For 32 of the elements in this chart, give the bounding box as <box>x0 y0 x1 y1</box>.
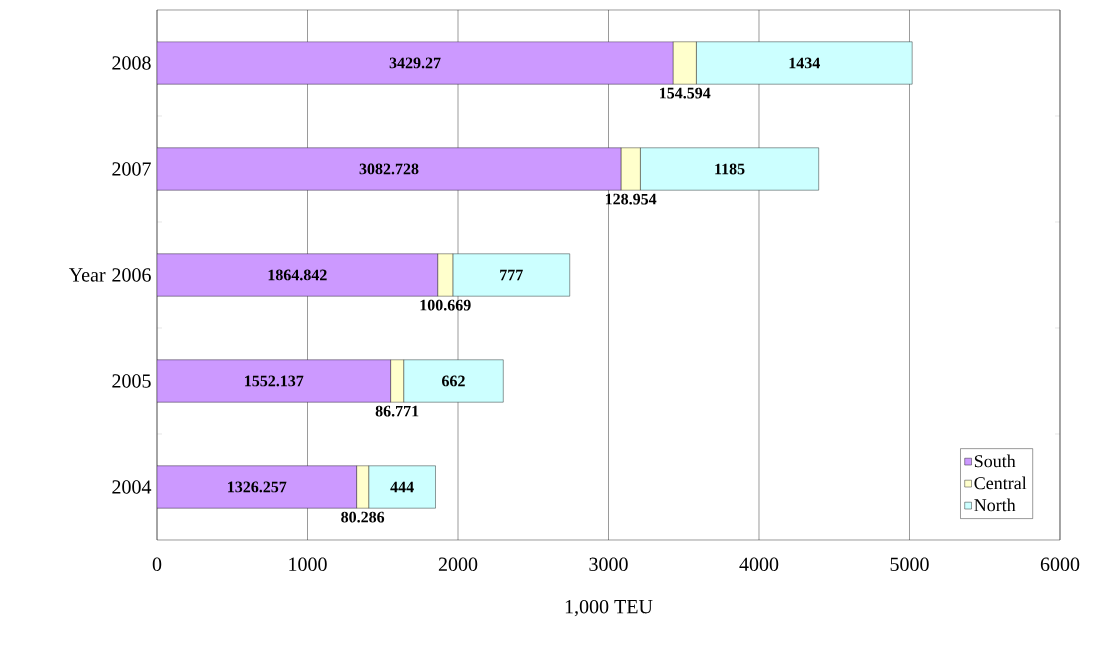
x-tick-label: 2000 <box>438 557 478 572</box>
x-axis-title: 1,000 TEU <box>565 599 653 617</box>
x-tick-label: 4000 <box>739 557 779 572</box>
legend-label: South <box>974 454 1016 468</box>
data-label: 80.286 <box>341 511 385 523</box>
x-tick-label: 6000 <box>1040 557 1080 572</box>
data-label: 1185 <box>715 163 745 175</box>
y-axis-title: Year <box>68 268 106 282</box>
data-label: 154.594 <box>660 87 711 99</box>
legend-label: North <box>974 498 1016 512</box>
data-label: 1864.842 <box>268 269 327 281</box>
legend-label: Central <box>974 476 1027 490</box>
data-label: 1434 <box>789 57 820 69</box>
data-label: 3429.27 <box>389 57 441 69</box>
y-tick-label: 2004 <box>112 480 152 494</box>
data-label: 86.771 <box>375 405 419 417</box>
x-tick-label: 5000 <box>890 557 929 572</box>
y-tick-label: 2005 <box>112 374 151 388</box>
y-tick-label: 2007 <box>112 162 151 176</box>
data-label: 128.954 <box>605 193 657 205</box>
x-tick-label: 1000 <box>289 557 327 572</box>
data-label: 100.669 <box>420 299 471 311</box>
data-label: 1552.137 <box>245 375 304 387</box>
x-tick-label: 0 <box>152 557 162 572</box>
data-label: 444 <box>390 481 414 493</box>
data-label: 1326.257 <box>228 481 287 493</box>
y-tick-label: 2008 <box>112 56 151 70</box>
data-label: 662 <box>442 375 465 387</box>
y-tick-label: 2006 <box>112 268 151 282</box>
data-label: 777 <box>500 269 523 281</box>
data-label: 3082.728 <box>359 163 419 175</box>
x-tick-label: 3000 <box>589 557 628 572</box>
